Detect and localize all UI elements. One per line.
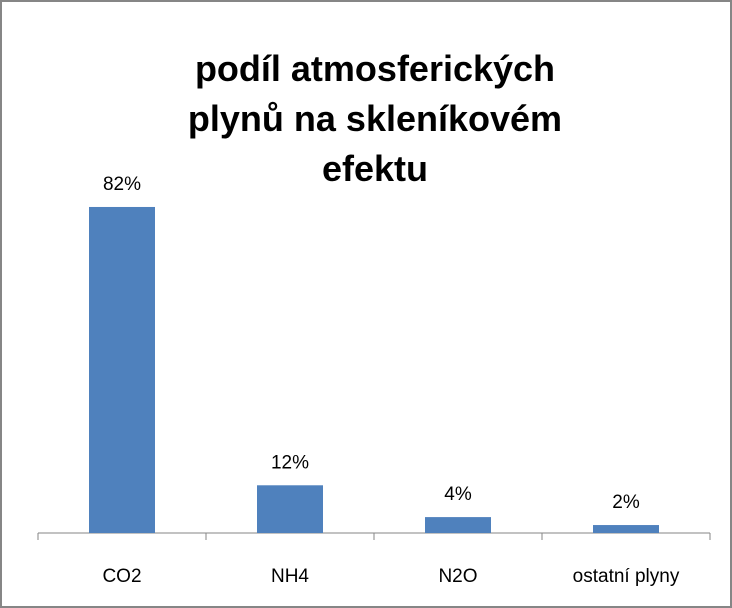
chart-title: podíl atmosferických plynů na skleníkové… xyxy=(187,48,563,189)
bar xyxy=(257,485,323,533)
bar xyxy=(89,206,155,533)
x-tick-label: NH4 xyxy=(271,566,309,587)
x-tick-label: ostatní plyny xyxy=(573,566,680,587)
bar xyxy=(593,525,659,533)
data-label: 12% xyxy=(271,452,309,473)
x-tick-label: N2O xyxy=(438,566,477,587)
x-tick-label: CO2 xyxy=(102,566,141,587)
data-label: 2% xyxy=(612,492,640,513)
data-label: 4% xyxy=(444,484,472,505)
bar xyxy=(425,517,491,533)
data-label: 82% xyxy=(103,174,141,195)
